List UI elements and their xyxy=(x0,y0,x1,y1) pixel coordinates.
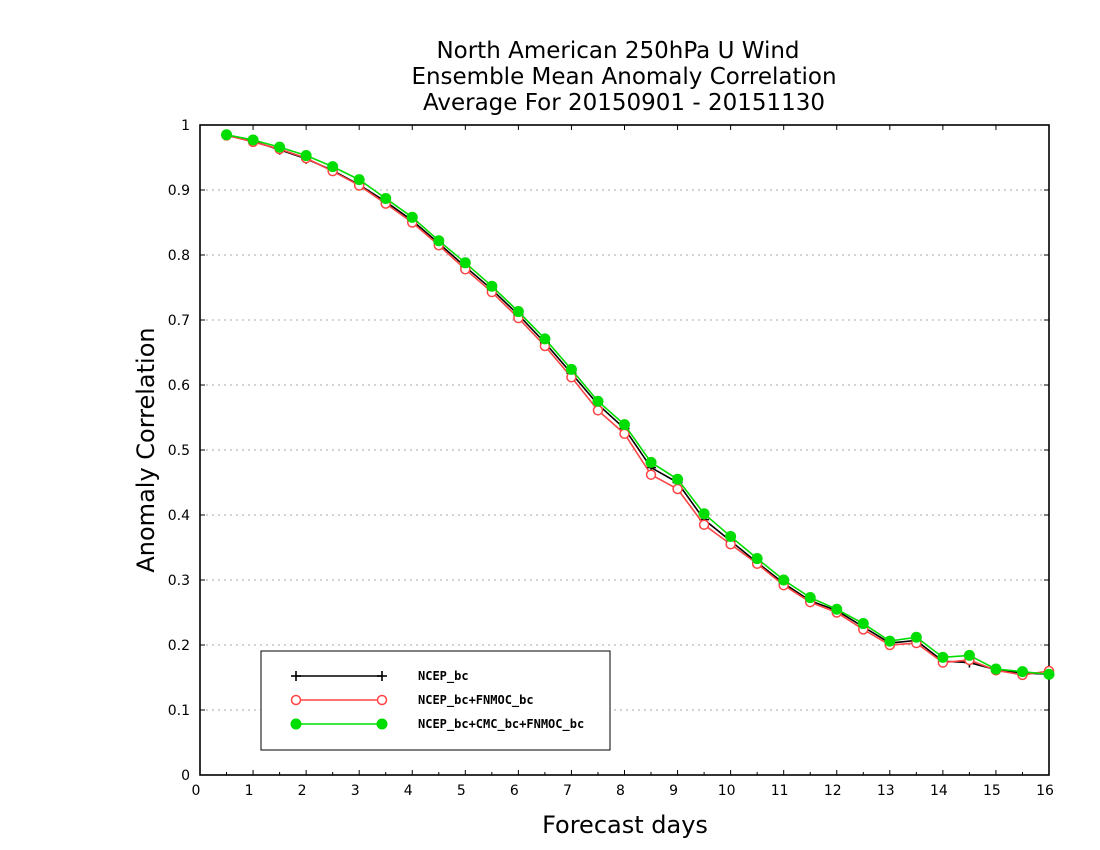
data-point xyxy=(300,150,312,162)
legend: NCEP_bc NCEP_bc+FNMOC_bc NCEP_bc+CMC_bc+FN… xyxy=(260,650,611,751)
data-point xyxy=(592,395,604,407)
x-tick-label: 9 xyxy=(669,783,678,799)
y-tick-label: 0.1 xyxy=(168,703,190,719)
data-point xyxy=(990,663,1002,675)
y-axis-label: Anomaly Correlation xyxy=(132,327,160,572)
y-tick-label: 0.3 xyxy=(168,573,190,589)
data-point xyxy=(433,235,445,247)
data-point xyxy=(910,631,922,643)
y-tick-label: 0.9 xyxy=(168,183,190,199)
data-point xyxy=(725,530,737,542)
x-tick-label: 3 xyxy=(351,783,360,799)
legend-label: NCEP_bc xyxy=(418,669,469,684)
chart-title-line-1: North American 250hPa U Wind xyxy=(436,38,799,64)
data-point xyxy=(459,257,471,269)
data-point xyxy=(512,306,524,318)
x-tick-label: 8 xyxy=(616,783,625,799)
y-tick-label: 0.6 xyxy=(168,378,190,394)
x-tick-label: 2 xyxy=(298,783,307,799)
y-tick-label: 0.8 xyxy=(168,248,190,264)
x-axis-label: Forecast days xyxy=(542,811,708,839)
data-series xyxy=(221,129,1055,681)
data-point xyxy=(884,635,896,647)
legend-box xyxy=(260,650,611,751)
series-1 xyxy=(221,130,1055,681)
data-point xyxy=(804,592,816,604)
legend-entry: NCEP_bc xyxy=(291,669,469,684)
data-point xyxy=(1043,668,1055,680)
y-tick-label: 0.2 xyxy=(168,638,190,654)
chart-title-line-3: Average For 20150901 - 20151130 xyxy=(423,90,825,116)
data-point xyxy=(1016,666,1028,678)
data-point xyxy=(221,129,233,141)
gridlines xyxy=(200,189,1049,711)
legend-marker xyxy=(290,718,302,730)
data-point xyxy=(672,473,684,485)
x-tick-label: 0 xyxy=(192,783,201,799)
x-tick-label: 14 xyxy=(930,783,948,799)
legend-label: NCEP_bc+CMC_bc+FNMOC_bc xyxy=(418,717,584,732)
x-tick-label: 13 xyxy=(877,783,895,799)
x-tick-label: 12 xyxy=(824,783,842,799)
data-point xyxy=(857,618,869,630)
chart-title-line-2: Ensemble Mean Anomaly Correlation xyxy=(411,64,836,90)
series-0 xyxy=(221,130,1054,680)
x-tick-label: 5 xyxy=(457,783,466,799)
legend-marker xyxy=(291,671,301,681)
x-tick-label: 10 xyxy=(718,783,736,799)
y-tick-label: 0.7 xyxy=(168,313,190,329)
x-tick-label: 11 xyxy=(771,783,789,799)
data-point xyxy=(486,280,498,292)
y-tick-label: 0.5 xyxy=(168,443,190,459)
data-point xyxy=(565,363,577,375)
data-point xyxy=(672,483,683,495)
data-point xyxy=(592,405,604,416)
data-point xyxy=(937,651,949,663)
data-point xyxy=(698,519,710,530)
y-axis-ticks: 0 0.1 0.2 0.3 0.4 0.5 0.6 0.7 0.8 0.9 1 xyxy=(168,118,1049,784)
x-tick-label: 4 xyxy=(404,783,413,799)
data-point xyxy=(645,456,657,468)
data-point xyxy=(831,603,843,615)
series-line xyxy=(226,133,1050,676)
chart-title: North American 250hPa U Wind Ensemble Me… xyxy=(411,38,836,116)
data-point xyxy=(645,469,657,480)
y-tick-label: 1 xyxy=(181,118,190,134)
legend-entry: NCEP_bc+CMC_bc+FNMOC_bc xyxy=(290,717,584,732)
legend-entry: NCEP_bc+FNMOC_bc xyxy=(290,693,534,708)
series-line xyxy=(226,134,1050,676)
x-tick-label: 1 xyxy=(245,783,254,799)
data-point xyxy=(539,333,551,345)
data-point xyxy=(778,574,790,586)
data-point xyxy=(406,211,418,223)
legend-marker xyxy=(290,694,302,706)
data-point xyxy=(353,174,365,186)
x-axis-ticks: 0 1 2 3 4 5 6 7 8 9 10 11 12 13 14 15 16 xyxy=(192,125,1054,799)
legend-marker xyxy=(377,671,387,681)
data-point xyxy=(619,419,630,431)
x-tick-label: 6 xyxy=(510,783,519,799)
data-point xyxy=(619,428,630,439)
data-point xyxy=(963,649,975,661)
series-2 xyxy=(221,129,1055,680)
data-point xyxy=(698,508,710,520)
legend-label: NCEP_bc+FNMOC_bc xyxy=(418,693,534,708)
data-point xyxy=(751,553,763,565)
x-tick-label: 15 xyxy=(983,783,1001,799)
data-point xyxy=(380,192,392,204)
y-tick-label: 0.4 xyxy=(168,508,190,524)
legend-marker xyxy=(376,718,388,730)
data-point xyxy=(274,141,286,153)
data-point xyxy=(327,161,339,173)
y-tick-label: 0 xyxy=(181,768,190,784)
data-point xyxy=(247,134,259,146)
x-tick-label: 16 xyxy=(1036,783,1054,799)
legend-marker xyxy=(376,694,388,706)
series-line xyxy=(226,134,1050,676)
x-tick-label: 7 xyxy=(563,783,572,799)
